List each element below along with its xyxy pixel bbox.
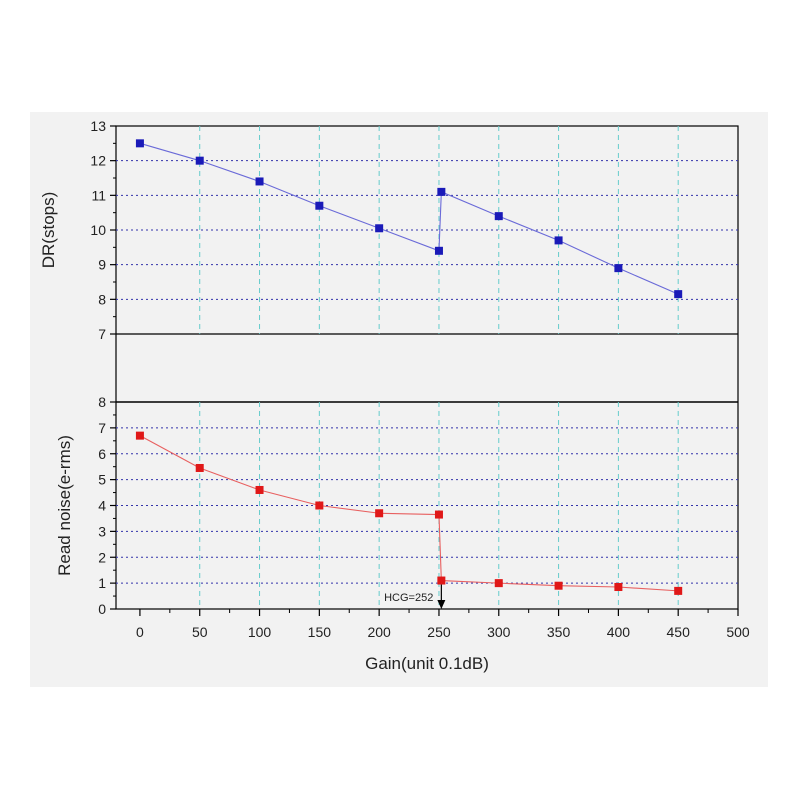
- noise-point-3: [315, 501, 324, 510]
- noise-ytick-label-5: 5: [98, 472, 106, 488]
- dr-ytick-label-13: 13: [90, 118, 106, 134]
- xtick-label-200: 200: [367, 624, 391, 640]
- noise-ytick-label-2: 2: [98, 549, 106, 565]
- xtick-label-250: 250: [427, 624, 451, 640]
- noise-series-line: [139, 435, 679, 592]
- xtick-label-100: 100: [248, 624, 272, 640]
- dr-ylabel: DR(stops): [39, 192, 58, 269]
- dr-point-10: [674, 290, 683, 299]
- dr-point-2: [255, 177, 264, 186]
- figure-panel: 7 8 9 10 11 12 13 DR(stops) 0 1 2 3 4 5 6 7 8 Read noise(…: [30, 112, 768, 687]
- dr-point-7: [494, 212, 503, 221]
- dr-point-8: [554, 236, 563, 245]
- xtick-label-300: 300: [487, 624, 511, 640]
- noise-ytick-label-0: 0: [98, 601, 106, 617]
- dr-ytick-label-9: 9: [98, 257, 106, 273]
- dr-ytick-label-8: 8: [98, 291, 106, 307]
- xtick-label-500: 500: [726, 624, 750, 640]
- noise-ytick-label-8: 8: [98, 394, 106, 410]
- noise-point-6: [437, 576, 446, 585]
- noise-ytick-label-3: 3: [98, 523, 106, 539]
- noise-point-4: [375, 509, 384, 518]
- dr-series-line: [139, 142, 679, 295]
- dr-ytick-label-10: 10: [90, 222, 106, 238]
- dr-ytick-label-11: 11: [91, 187, 106, 203]
- dr-ytick-label-7: 7: [98, 326, 106, 342]
- noise-ylabel: Read noise(e-rms): [55, 435, 74, 576]
- noise-point-7: [494, 579, 503, 588]
- hcg-arrow-head: [437, 600, 446, 609]
- dr-point-4: [375, 224, 384, 233]
- noise-point-8: [554, 581, 563, 590]
- xtick-label-0: 0: [136, 624, 144, 640]
- xtick-label-350: 350: [547, 624, 571, 640]
- x-axis-label: Gain(unit 0.1dB): [365, 654, 489, 673]
- noise-point-1: [195, 463, 204, 472]
- hcg-annotation-label: HCG=252: [384, 592, 433, 604]
- noise-point-10: [674, 586, 683, 595]
- plot-frame: [115, 125, 739, 610]
- dr-point-6: [437, 187, 446, 196]
- dr-point-1: [195, 156, 204, 165]
- dr-point-9: [614, 264, 623, 273]
- xtick-label-400: 400: [607, 624, 631, 640]
- xtick-label-150: 150: [308, 624, 332, 640]
- dr-point-3: [315, 201, 324, 210]
- noise-ytick-label-7: 7: [98, 420, 106, 436]
- xtick-label-450: 450: [667, 624, 691, 640]
- xtick-label-50: 50: [192, 624, 208, 640]
- dr-point-5: [434, 246, 443, 255]
- noise-point-9: [614, 583, 623, 592]
- noise-ytick-label-6: 6: [98, 446, 106, 462]
- noise-point-5: [434, 510, 443, 519]
- noise-ytick-label-1: 1: [98, 575, 106, 591]
- noise-point-2: [255, 485, 264, 494]
- noise-ytick-label-4: 4: [98, 498, 106, 514]
- noise-point-0: [135, 431, 144, 440]
- dr-ytick-label-12: 12: [90, 153, 106, 169]
- dr-point-0: [135, 139, 144, 148]
